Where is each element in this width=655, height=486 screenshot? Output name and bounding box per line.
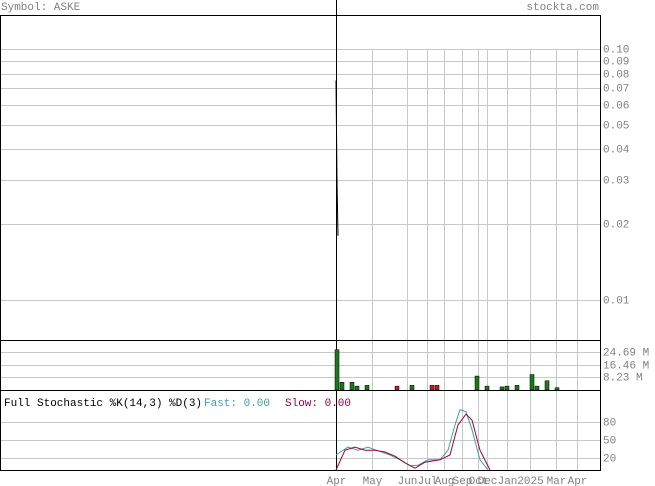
volume-bar: [394, 385, 400, 391]
x-tick-label: Jan: [498, 476, 518, 486]
volume-bar: [354, 385, 360, 391]
volume-bar: [514, 385, 520, 391]
volume-bar: [499, 386, 505, 391]
volume-bar: [409, 385, 415, 391]
x-tick-label: Jul: [418, 476, 438, 486]
y-tick-label: 0.07: [603, 83, 629, 95]
symbol: Symbol: ASKE: [1, 2, 81, 14]
volume-bar: [554, 387, 560, 391]
volume-bar: [434, 385, 440, 391]
volume-bar: [339, 382, 345, 391]
stochastic-title: Full Stochastic %K(14,3) %D(3): [4, 398, 202, 410]
legend-fast: Fast: 0.00: [204, 398, 270, 410]
x-tick-label: May: [363, 476, 383, 486]
y-tick-label: 0.06: [603, 100, 629, 112]
volume-bar: [534, 385, 540, 391]
x-tick-label: Dec: [478, 476, 498, 486]
y-tick-label: 0.08: [603, 69, 629, 81]
line: [335, 413, 491, 471]
x-tick-label: Mar: [547, 476, 567, 486]
volume-bar: [349, 382, 355, 391]
line: [335, 80, 339, 236]
site: stockta.com: [526, 2, 599, 14]
y-tick-label: 0.01: [603, 295, 630, 307]
y-tick-label: 50: [603, 435, 616, 447]
x-tick-label: 2025: [517, 476, 543, 486]
volume-bar: [504, 385, 510, 391]
legend-slow: Slow: 0.00: [285, 398, 351, 410]
y-tick-label: 0.02: [603, 219, 629, 231]
x-tick-label: Sep: [453, 476, 473, 486]
y-tick-label: 80: [603, 417, 616, 429]
volume-bar: [529, 374, 535, 391]
volume-bar: [474, 375, 480, 391]
volume-bar: [544, 380, 550, 391]
y-tick-label: 8.23 M: [603, 372, 643, 384]
volume-bar: [364, 385, 370, 391]
y-tick-label: 20: [603, 453, 616, 465]
volume-bar: [334, 349, 340, 391]
y-tick-label: 0.09: [603, 56, 629, 68]
x-tick-label: Apr: [327, 476, 347, 486]
x-tick-label: Aug: [435, 476, 455, 486]
x-tick-label: Jun: [398, 476, 418, 486]
y-tick-label: 0.03: [603, 175, 629, 187]
stochastic-panel: [0, 390, 601, 471]
x-tick-label: Apr: [568, 476, 588, 486]
y-tick-label: 16.46 M: [603, 360, 649, 372]
y-tick-label: 24.69 M: [603, 347, 649, 359]
volume-bar: [429, 385, 435, 391]
x-tick-label: Oct: [469, 476, 489, 486]
y-tick-label: 0.05: [603, 120, 629, 132]
y-tick-label: 0.10: [603, 44, 629, 56]
y-tick-label: 0.04: [603, 144, 630, 156]
volume-bar: [484, 385, 490, 391]
